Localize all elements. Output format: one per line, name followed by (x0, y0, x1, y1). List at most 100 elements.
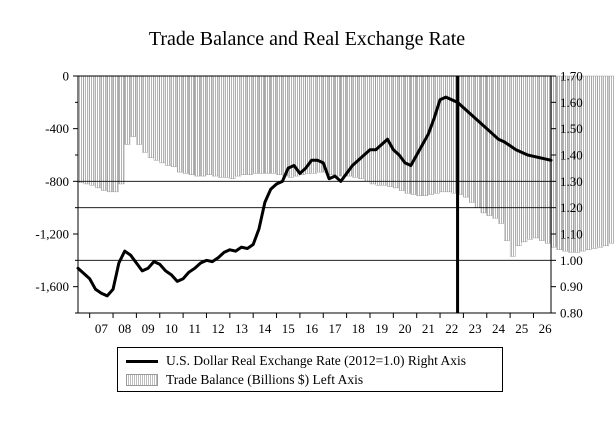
x-tick-label: 21 (422, 321, 435, 336)
x-tick-label: 08 (118, 321, 131, 336)
right-tick-label: 1.70 (560, 69, 583, 84)
x-tick-label: 25 (515, 321, 528, 336)
legend-line-swatch (126, 359, 158, 363)
trade-balance-bar (217, 75, 224, 178)
trade-balance-bar (182, 75, 189, 174)
trade-balance-bar (165, 75, 172, 166)
trade-balance-bar (305, 75, 312, 174)
trade-balance-bar (439, 75, 446, 193)
trade-balance-bar (317, 75, 323, 173)
trade-balance-bar (212, 75, 218, 177)
trade-balance-bar (509, 75, 516, 257)
trade-balance-bar (229, 75, 236, 179)
trade-balance-bar (235, 75, 242, 177)
left-tick-label: 0 (63, 69, 70, 84)
trade-balance-bar (340, 75, 347, 177)
trade-balance-bar (247, 75, 253, 175)
trade-balance-bar (147, 75, 154, 158)
trade-balance-bar (153, 75, 160, 161)
legend-item-trade-balance: Trade Balance (Billions $) Left Axis (126, 371, 363, 389)
trade-balance-bar (469, 75, 475, 203)
trade-balance-bar (591, 75, 598, 249)
trade-balance-bar (188, 75, 195, 175)
legend-label-trade-balance: Trade Balance (Billions $) Left Axis (166, 372, 364, 387)
trade-balance-bar (194, 75, 201, 177)
trade-balance-bar (521, 75, 528, 243)
right-tick-label: 1.20 (560, 200, 583, 215)
trade-balance-bar (474, 75, 481, 208)
trade-balance-bar (112, 75, 119, 193)
legend-item-exchange-rate: U.S. Dollar Real Exchange Rate (2012=1.0… (126, 352, 466, 370)
trade-balance-bar (515, 75, 522, 247)
x-axis-ticks: 07 08 09 10 11 12 13 14 15 16 17 18 19 20 21 22 23 24 25 26 (89, 313, 553, 336)
trade-balance-bar (597, 75, 604, 248)
legend-bar-swatch (126, 374, 158, 386)
trade-balance-bar (574, 75, 580, 253)
trade-balance-bar (89, 75, 96, 186)
trade-balance-bar (101, 75, 107, 191)
axes (77, 75, 552, 314)
trade-balance-bar (603, 75, 609, 247)
trade-balance-bar (398, 75, 405, 191)
trade-balance-bar (159, 75, 166, 164)
chart-title: Trade Balance and Real Exchange Rate (148, 28, 466, 50)
x-tick-label: 22 (445, 321, 458, 336)
plot-frame (77, 75, 552, 314)
trade-balance-bar (381, 75, 388, 186)
right-tick-label: 0.80 (560, 306, 583, 321)
right-tick-label: 1.60 (560, 95, 583, 110)
x-tick-label: 26 (539, 321, 553, 336)
left-tick-label: -800 (45, 174, 69, 189)
trade-balance-bar (124, 75, 131, 145)
trade-balance-bar (136, 75, 142, 145)
x-tick-label: 13 (235, 321, 248, 336)
trade-balance-bar (492, 75, 499, 219)
exchange-rate-line (76, 95, 553, 298)
right-axis-ticks: 1.70 1.60 1.50 1.40 1.30 1.20 1.10 1.00 0.90 0.80 (551, 69, 583, 321)
trade-balance-bar (270, 75, 277, 174)
trade-balance-bar (346, 75, 353, 177)
x-tick-label: 17 (328, 321, 342, 336)
x-tick-label: 19 (375, 321, 388, 336)
x-tick-label: 09 (142, 321, 155, 336)
trade-balance-bars (77, 75, 614, 257)
trade-balance-bar (416, 75, 423, 197)
x-tick-label: 10 (165, 321, 178, 336)
trade-balance-bar (434, 75, 440, 194)
trade-balance-bar (556, 75, 563, 251)
x-tick-label: 18 (352, 321, 365, 336)
trade-balance-bar (463, 75, 469, 198)
trade-balance-bar (387, 75, 393, 187)
reference-lines (78, 180, 551, 261)
left-tick-label: -1,200 (35, 227, 69, 242)
trade-balance-bar (258, 75, 265, 174)
trade-balance-bar (568, 75, 574, 253)
trade-balance-bar (241, 75, 247, 175)
exchange-rate-series (76, 76, 553, 313)
trade-balance-bar (276, 75, 282, 175)
x-tick-label: 16 (305, 321, 319, 336)
trade-balance-bar (550, 75, 557, 248)
trade-balance-bar (299, 75, 306, 175)
right-tick-label: 1.40 (560, 148, 583, 163)
trade-balance-bar (369, 75, 376, 185)
trade-balance-bar (171, 75, 177, 168)
trade-balance-bar (480, 75, 487, 214)
trade-balance-bar (410, 75, 417, 195)
trade-balance-bar (375, 75, 382, 186)
trade-balance-bar (363, 75, 370, 182)
trade-balance-bar (498, 75, 504, 224)
trade-balance-bar (77, 75, 84, 183)
x-tick-label: 24 (492, 321, 506, 336)
trade-balance-bar (527, 75, 534, 240)
trade-balance-bar (486, 75, 493, 216)
legend: U.S. Dollar Real Exchange Rate (2012=1.0… (117, 347, 503, 392)
trade-balance-bar (358, 75, 364, 179)
trade-balance-bar (130, 75, 136, 137)
trade-balance-bar (264, 75, 271, 174)
trade-balance-bar (142, 75, 148, 153)
trade-balance-bar (83, 75, 90, 185)
trade-balance-bar (404, 75, 411, 194)
trade-balance-bar (334, 75, 341, 177)
